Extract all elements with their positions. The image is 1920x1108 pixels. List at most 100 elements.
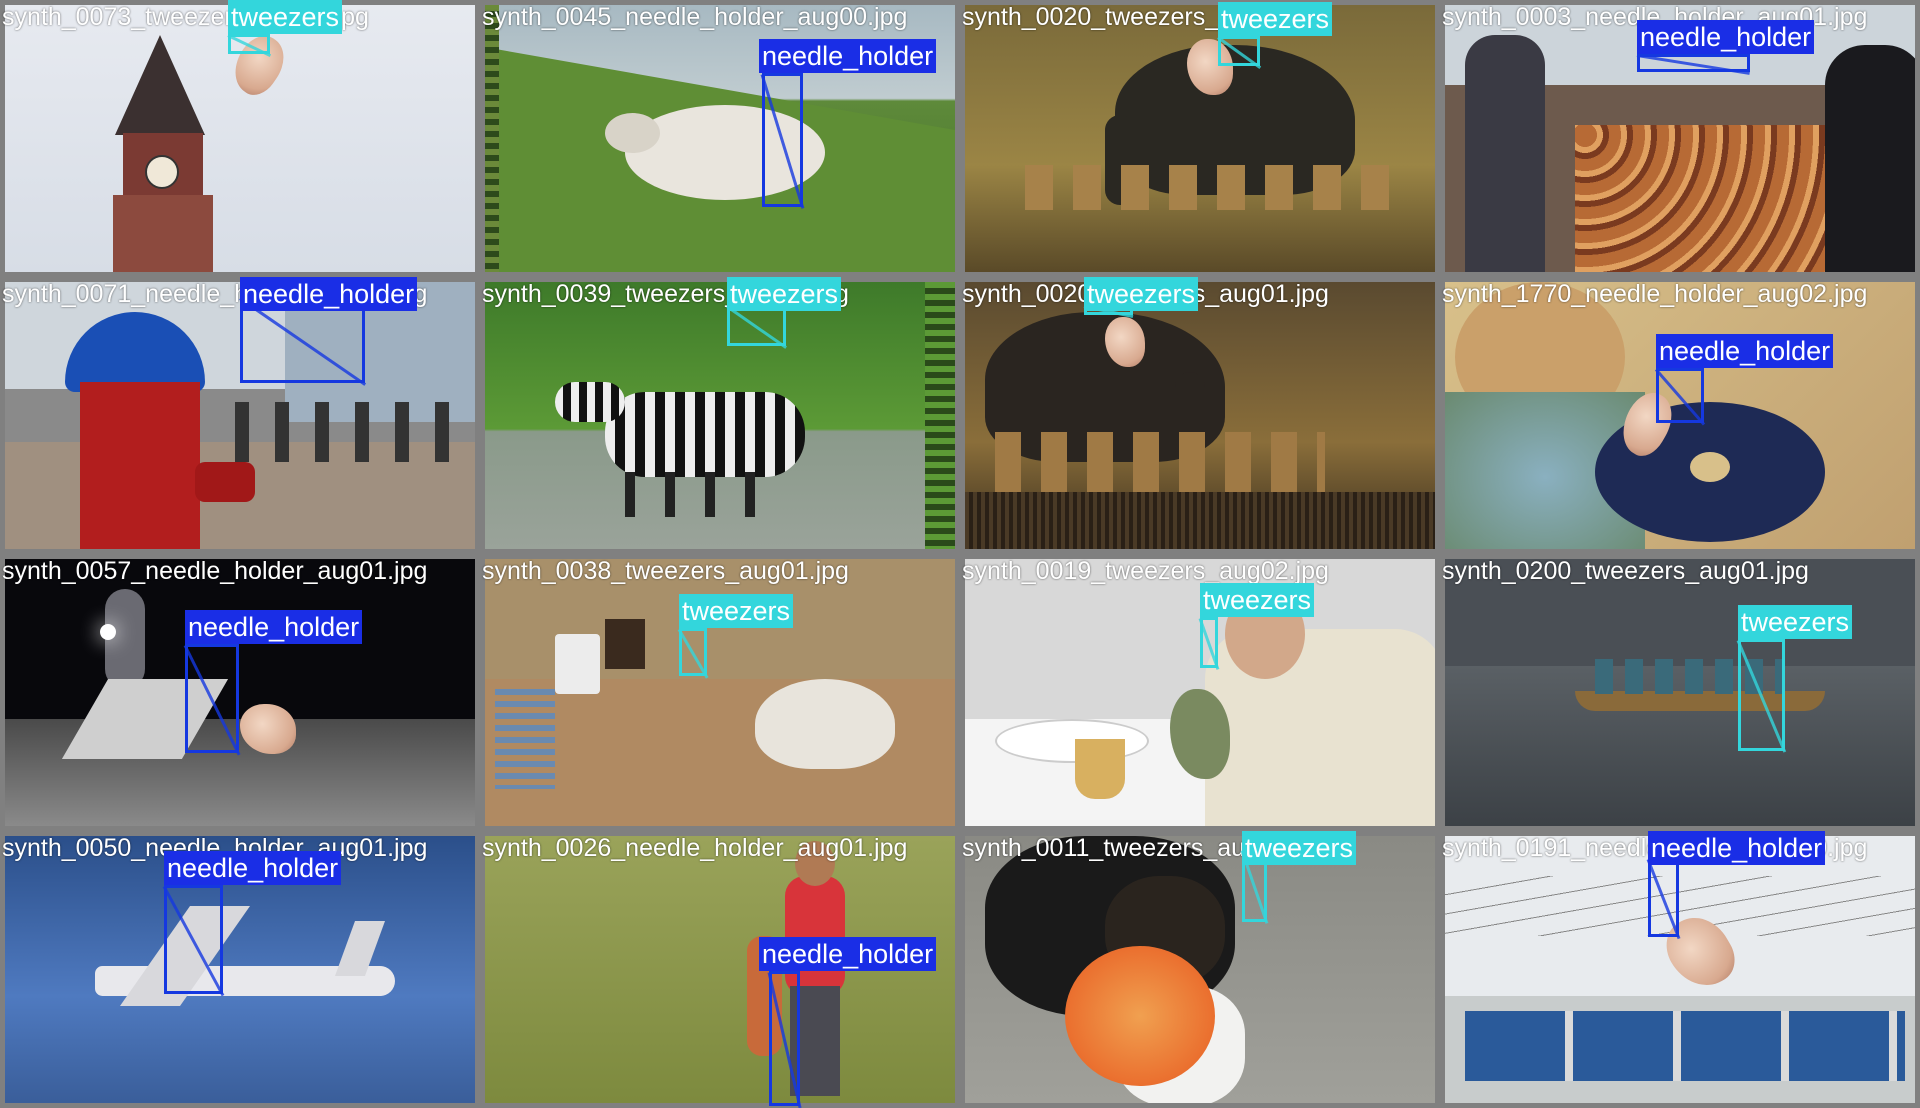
frisbee	[1065, 946, 1215, 1086]
image-tile: synth_0011_tweezers_aug01.jpg tweezers	[960, 831, 1440, 1108]
man-head	[795, 841, 835, 886]
person-right	[1825, 45, 1915, 272]
image-tile: synth_0020_tweezers_aug02.jpg tweezers	[960, 0, 1440, 277]
tub	[755, 679, 895, 769]
bbox-label-needle-holder: needle_holder	[164, 851, 342, 885]
image-tile: synth_0200_tweezers_aug01.jpg tweezers	[1440, 554, 1920, 831]
scene-elephant2	[965, 282, 1435, 549]
tile-photo	[485, 559, 955, 826]
bbox-needle-holder	[185, 644, 239, 753]
bbox-tweezers	[1200, 617, 1218, 668]
zebra-body	[605, 392, 805, 477]
bbox-label-needle-holder: needle_holder	[185, 610, 363, 644]
zebra-legs	[625, 472, 785, 517]
bbox-label-needle-holder: needle_holder	[1648, 831, 1826, 865]
image-tile: synth_0071_needle_holder_aug02.jpg needle…	[0, 277, 480, 554]
antelopes	[995, 432, 1325, 492]
tower-base	[113, 195, 213, 272]
scene-donut	[1445, 282, 1915, 549]
bbox-label-needle-holder: needle_holder	[240, 277, 418, 311]
image-tile: synth_0073_tweezers_aug02.jpg tweezers	[0, 0, 480, 277]
bbox-label-needle-holder: needle_holder	[759, 937, 937, 971]
bbox-tweezers	[679, 628, 707, 676]
bbox-label-tweezers: tweezers	[1200, 583, 1315, 617]
buses	[1465, 1011, 1905, 1081]
streak	[485, 5, 499, 272]
image-tile: synth_0038_tweezers_aug01.jpg tweezers	[480, 554, 960, 831]
bbox-label-needle-holder: needle_holder	[759, 39, 937, 73]
bbox-label-tweezers: tweezers	[228, 0, 343, 34]
scene-elephant	[965, 5, 1435, 272]
tile-photo	[965, 836, 1435, 1103]
image-tile: synth_0039_tweezers_aug01.jpg tweezers	[480, 277, 960, 554]
image-tile: synth_0003_needle_holder_aug01.jpg needle…	[1440, 0, 1920, 277]
bbox-tweezers	[228, 34, 270, 54]
antelopes	[1025, 165, 1405, 210]
scene-tower	[5, 5, 475, 272]
bbox-label-needle-holder: needle_holder	[1656, 334, 1834, 368]
tile-filename: synth_0026_needle_holder_aug01.jpg	[482, 834, 908, 862]
bbox-label-needle-holder: needle_holder	[1637, 20, 1815, 54]
hydrant-body	[80, 382, 200, 549]
image-tile: synth_0045_needle_holder_aug00.jpg needle…	[480, 0, 960, 277]
sink	[555, 634, 600, 694]
tile-photo	[1445, 836, 1915, 1103]
tile-filename: synth_1770_needle_holder_aug02.jpg	[1442, 280, 1868, 308]
plate	[995, 719, 1149, 763]
tile-photo	[5, 5, 475, 272]
bbox-label-tweezers: tweezers	[1084, 277, 1199, 311]
person-left	[1465, 35, 1545, 272]
scene-bathroom	[485, 559, 955, 826]
sheep-head	[605, 113, 660, 153]
pedestrians	[235, 402, 475, 462]
glove-icon	[1187, 39, 1233, 95]
bbox-needle-holder	[164, 885, 223, 994]
tile-photo	[1445, 5, 1915, 272]
glove-icon	[1105, 317, 1145, 367]
tile-filename: synth_0019_tweezers_aug02.jpg	[962, 557, 1329, 585]
tile-photo	[5, 282, 475, 549]
streak	[925, 282, 955, 549]
bbox-tweezers	[1218, 36, 1260, 66]
lamp	[100, 624, 116, 640]
tile-photo	[1445, 282, 1915, 549]
tower-spire	[115, 35, 205, 135]
bbox-needle-holder	[1656, 368, 1704, 423]
scene-market	[1445, 5, 1915, 272]
bbox-needle-holder	[769, 971, 800, 1106]
image-tile: synth_0050_needle_holder_aug01.jpg needle…	[0, 831, 480, 1108]
bbox-label-tweezers: tweezers	[679, 594, 794, 628]
streak	[965, 492, 1435, 549]
glass	[1075, 739, 1125, 799]
tile-photo	[965, 5, 1435, 272]
walker	[495, 689, 555, 789]
bbox-label-tweezers: tweezers	[1242, 831, 1357, 865]
scene-hydrant	[5, 282, 475, 549]
bbox-label-tweezers: tweezers	[1738, 605, 1853, 639]
boat	[1575, 691, 1825, 711]
glove-icon	[240, 704, 296, 754]
tile-filename: synth_0057_needle_holder_aug01.jpg	[2, 557, 428, 585]
frame	[605, 619, 645, 669]
image-tile: synth_0019_tweezers_aug02.jpg tweezers	[960, 554, 1440, 831]
hydrant-nozzle	[195, 462, 255, 502]
bbox-label-tweezers: tweezers	[727, 277, 842, 311]
donut-hole	[1690, 452, 1730, 482]
tile-filename: synth_0200_tweezers_aug01.jpg	[1442, 557, 1809, 585]
scene-skate	[5, 559, 475, 826]
man-shirt	[785, 876, 845, 996]
bbox-tweezers	[1738, 639, 1785, 751]
sheep	[625, 105, 825, 200]
scene-boat	[1445, 559, 1915, 826]
tile-photo	[1445, 559, 1915, 826]
clock-face	[145, 155, 179, 189]
glove-icon	[1170, 689, 1230, 779]
tile-photo	[485, 282, 955, 549]
tile-photo	[965, 282, 1435, 549]
scene-buses	[1445, 836, 1915, 1103]
